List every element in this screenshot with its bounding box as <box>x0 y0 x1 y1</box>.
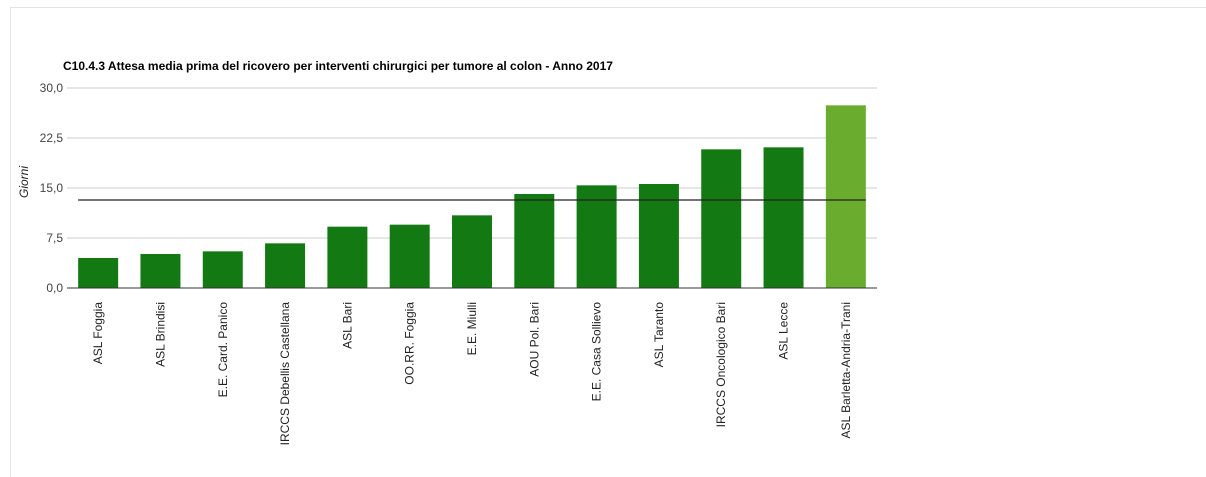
x-axis-ticks: ASL Foggia ASL Brindisi E.E. Card. Panico I… <box>91 302 853 446</box>
bar[interactable] <box>638 184 679 288</box>
bar[interactable] <box>140 254 181 288</box>
x-tick-label: IRCCS Debellis Castellana <box>278 302 292 446</box>
x-tick-label: ASL Taranto <box>652 302 666 368</box>
chart-panel: C10.4.3 Attesa media prima del ricovero … <box>10 7 1206 477</box>
y-tick-label: 15,0 <box>40 181 64 195</box>
bar-chart: C10.4.3 Attesa media prima del ricovero … <box>17 59 877 446</box>
y-tick-label: 7,5 <box>46 231 63 245</box>
x-tick-label: ASL Lecce <box>777 302 791 360</box>
bar[interactable] <box>825 105 866 288</box>
x-tick-label: ASL Foggia <box>91 302 105 365</box>
y-tick-label: 30,0 <box>40 81 64 95</box>
x-tick-label: E.E. Card. Panico <box>216 302 230 398</box>
y-axis-label: Giorni <box>17 166 31 198</box>
x-tick-label: E.E. Casa Sollievo <box>590 302 604 402</box>
x-tick-label: IRCCS Oncologico Bari <box>714 302 728 427</box>
bar[interactable] <box>701 149 742 288</box>
x-tick-label: E.E. Miulli <box>465 302 479 355</box>
x-tick-label: OO.RR. Foggia <box>403 302 417 385</box>
x-tick-label: ASL Bari <box>340 302 354 349</box>
chart-title: C10.4.3 Attesa media prima del ricovero … <box>63 59 613 73</box>
bar[interactable] <box>202 251 243 288</box>
x-tick-label: ASL Barletta-Andria-Trani <box>839 302 853 439</box>
y-tick-label: 0,0 <box>46 281 63 295</box>
bar[interactable] <box>265 243 306 288</box>
bar[interactable] <box>389 224 430 288</box>
y-tick-label: 22,5 <box>40 131 64 145</box>
x-tick-label: ASL Brindisi <box>153 302 167 367</box>
bar[interactable] <box>327 226 368 288</box>
bar[interactable] <box>78 258 119 288</box>
x-tick-label: AOU Pol. Bari <box>527 302 541 377</box>
bar[interactable] <box>514 194 555 288</box>
bars <box>67 105 877 289</box>
y-axis-ticks: 0,0 7,5 15,0 22,5 30,0 <box>40 81 64 295</box>
bar[interactable] <box>576 185 617 288</box>
bar[interactable] <box>452 215 492 288</box>
bar[interactable] <box>763 147 804 288</box>
